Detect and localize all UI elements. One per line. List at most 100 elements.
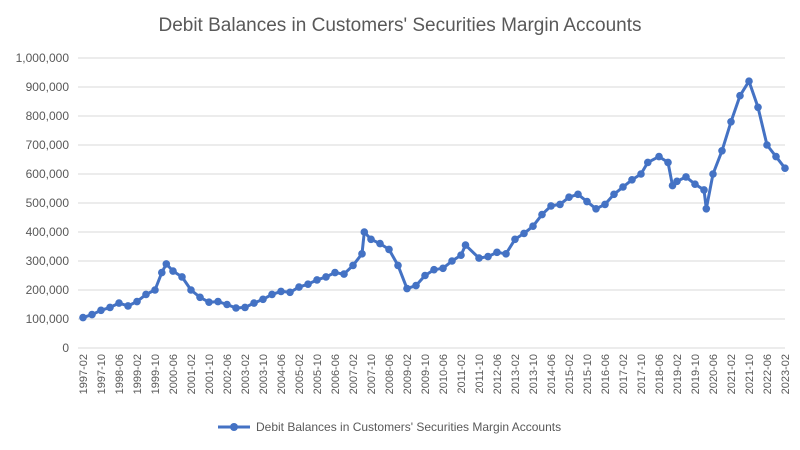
- x-tick-label: 2009-10: [420, 354, 432, 394]
- x-tick-label: 2000-06: [168, 354, 180, 394]
- legend-label: Debit Balances in Customers' Securities …: [256, 420, 561, 434]
- y-tick-label: 500,000: [26, 196, 70, 210]
- data-point: [295, 283, 303, 291]
- data-point: [142, 290, 150, 299]
- data-point: [106, 303, 114, 312]
- data-point: [241, 303, 249, 312]
- x-tick-label: 2006-06: [330, 354, 342, 394]
- data-point: [709, 170, 717, 178]
- series-line: [82, 79, 787, 320]
- x-tick-label: 2019-02: [672, 354, 684, 394]
- y-tick-label: 100,000: [26, 312, 70, 326]
- data-point: [556, 200, 564, 209]
- data-point: [781, 164, 789, 172]
- data-point: [196, 293, 204, 302]
- x-tick-label: 2010-06: [438, 354, 450, 394]
- data-point: [628, 176, 636, 184]
- data-point: [403, 284, 411, 293]
- x-tick-label: 2014-06: [546, 354, 558, 394]
- data-point: [349, 261, 357, 270]
- x-tick-label: 1997-02: [78, 354, 90, 394]
- data-point: [133, 297, 141, 306]
- data-point: [385, 245, 393, 254]
- x-tick-label: 2020-06: [708, 354, 720, 394]
- data-point: [259, 295, 267, 304]
- data-point: [313, 276, 321, 284]
- data-point: [187, 286, 195, 294]
- data-point: [644, 158, 652, 167]
- data-point: [430, 265, 438, 274]
- y-tick-label: 400,000: [26, 225, 70, 239]
- gridlines: [78, 57, 785, 349]
- chart-title: Debit Balances in Customers' Securities …: [158, 15, 641, 36]
- x-tick-label: 2003-10: [258, 354, 270, 394]
- data-point: [484, 252, 492, 261]
- data-point: [304, 280, 312, 289]
- data-point: [700, 186, 708, 194]
- y-tick-label: 700,000: [26, 138, 70, 152]
- x-tick-label: 2009-02: [402, 354, 414, 394]
- data-point: [394, 261, 402, 270]
- data-point: [664, 158, 672, 167]
- x-tick-label: 2011-02: [456, 354, 468, 394]
- data-point: [232, 304, 240, 312]
- y-axis-ticks: 0 100,000 200,000 300,000 400,000 500,000 600,…: [16, 51, 70, 355]
- data-point: [115, 299, 123, 307]
- x-tick-label: 2002-06: [222, 354, 234, 394]
- x-tick-label: 2004-06: [276, 354, 288, 394]
- x-tick-label: 2012-06: [492, 354, 504, 394]
- x-tick-label: 2007-02: [348, 354, 360, 394]
- data-point: [772, 152, 780, 161]
- x-tick-label: 2005-02: [294, 354, 306, 394]
- x-tick-label: 2015-10: [582, 354, 594, 394]
- data-point: [205, 298, 213, 307]
- data-point: [214, 297, 222, 306]
- data-point: [538, 210, 546, 219]
- data-point: [277, 287, 285, 296]
- data-point: [158, 268, 166, 277]
- data-point: [702, 205, 711, 213]
- data-point: [367, 235, 375, 244]
- x-tick-label: 2007-10: [366, 354, 378, 394]
- y-tick-label: 0: [62, 341, 69, 355]
- x-tick-label: 2001-02: [186, 354, 198, 394]
- data-point: [637, 170, 645, 178]
- data-point: [763, 141, 771, 149]
- data-point: [718, 147, 726, 155]
- data-point: [682, 173, 690, 181]
- data-point: [610, 190, 618, 199]
- data-point: [565, 193, 573, 201]
- y-tick-label: 300,000: [26, 254, 70, 268]
- data-point: [673, 177, 681, 186]
- data-point: [79, 313, 87, 322]
- x-tick-label: 2003-02: [240, 354, 252, 394]
- y-tick-label: 900,000: [26, 80, 70, 94]
- data-point: [457, 251, 465, 259]
- data-point: [493, 248, 501, 257]
- x-tick-label: 2008-06: [384, 354, 396, 394]
- x-tick-label: 2013-10: [528, 354, 540, 394]
- data-point: [268, 290, 276, 299]
- data-point: [574, 190, 582, 199]
- data-point: [421, 271, 429, 280]
- data-point: [448, 257, 456, 265]
- x-tick-label: 2013-02: [510, 354, 522, 394]
- data-point: [727, 118, 735, 126]
- data-point: [547, 202, 555, 210]
- y-tick-label: 1,000,000: [16, 51, 70, 65]
- x-tick-label: 2011-10: [474, 354, 486, 394]
- data-point: [511, 235, 519, 244]
- data-point: [736, 91, 744, 100]
- x-axis-ticks: 1997-02 1997-10 1998-06 1999-02 1999-10 2000-…: [78, 354, 792, 394]
- data-point: [169, 267, 177, 275]
- x-tick-label: 1997-10: [96, 354, 108, 394]
- x-tick-label: 2019-10: [690, 354, 702, 394]
- data-point: [520, 229, 528, 238]
- y-tick-label: 200,000: [26, 283, 70, 297]
- data-point: [502, 250, 510, 258]
- legend: Debit Balances in Customers' Securities …: [218, 420, 561, 434]
- y-tick-label: 600,000: [26, 167, 70, 181]
- data-point: [754, 103, 762, 112]
- data-point: [286, 288, 294, 297]
- x-tick-label: 2001-10: [204, 354, 216, 394]
